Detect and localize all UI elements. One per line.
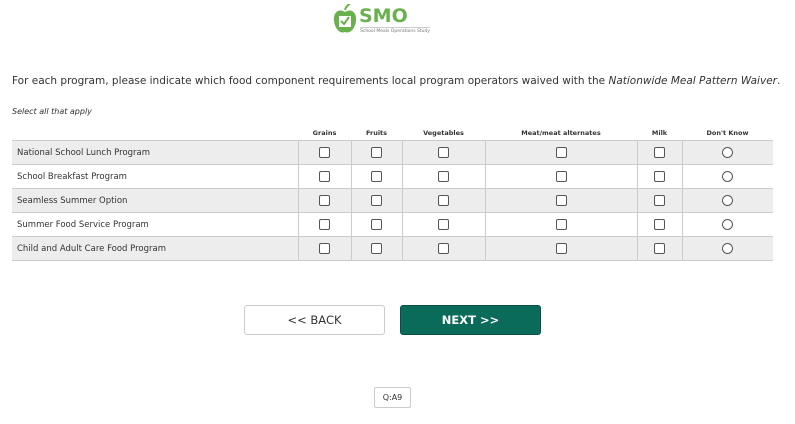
row-label: School Breakfast Program <box>12 164 298 189</box>
checkbox-milk[interactable] <box>654 195 665 206</box>
checkbox-vegetables[interactable] <box>438 147 449 158</box>
checkbox-fruits[interactable] <box>371 147 382 158</box>
instruction: Select all that apply <box>12 107 92 116</box>
row-label: Seamless Summer Option <box>12 188 298 213</box>
checkbox-vegetables[interactable] <box>438 219 449 230</box>
checkbox-fruits[interactable] <box>371 243 382 254</box>
checkbox-milk[interactable] <box>654 243 665 254</box>
col-milk: Milk <box>651 129 668 137</box>
table-row: School Breakfast Program <box>12 164 773 189</box>
checkbox-meat[interactable] <box>555 147 567 158</box>
col-vegetables: Vegetables <box>423 129 464 137</box>
col-dont-know: Don't Know <box>706 129 749 137</box>
table-row: Seamless Summer Option <box>12 188 773 213</box>
checkbox-fruits[interactable] <box>371 195 382 206</box>
apple-check-icon <box>333 4 357 33</box>
checkbox-fruits[interactable] <box>371 219 382 230</box>
checkbox-grains[interactable] <box>319 219 330 230</box>
response-grid: Grains Fruits Vegetables Meat/meat alter… <box>12 126 773 261</box>
checkbox-vegetables[interactable] <box>438 195 449 206</box>
table-row: Child and Adult Care Food Program <box>12 236 773 261</box>
question-id-badge: Q:A9 <box>374 387 411 408</box>
checkbox-grains[interactable] <box>319 195 330 206</box>
smo-logo: SMO School Meals Operations Study <box>333 4 443 36</box>
next-button[interactable]: NEXT >> <box>400 305 541 335</box>
checkbox-grains[interactable] <box>319 147 330 158</box>
checkbox-fruits[interactable] <box>371 171 382 182</box>
question-text: For each program, please indicate which … <box>12 75 781 87</box>
radio-dont-know[interactable] <box>722 171 734 182</box>
checkbox-milk[interactable] <box>654 171 665 182</box>
row-label: Summer Food Service Program <box>12 212 298 237</box>
table-row: Summer Food Service Program <box>12 212 773 237</box>
checkbox-meat[interactable] <box>555 195 567 206</box>
radio-dont-know[interactable] <box>722 147 734 158</box>
row-label: National School Lunch Program <box>12 140 298 165</box>
checkbox-meat[interactable] <box>555 171 567 182</box>
checkbox-meat[interactable] <box>555 219 567 230</box>
row-label: Child and Adult Care Food Program <box>12 236 298 261</box>
back-button[interactable]: << BACK <box>244 305 385 335</box>
col-grains: Grains <box>312 129 337 137</box>
radio-dont-know[interactable] <box>722 195 734 206</box>
logo-subtitle: School Meals Operations Study <box>360 27 430 34</box>
col-fruits: Fruits <box>365 129 388 137</box>
checkbox-milk[interactable] <box>654 219 665 230</box>
checkbox-vegetables[interactable] <box>438 243 449 254</box>
checkbox-grains[interactable] <box>319 171 330 182</box>
table-row: National School Lunch Program <box>12 140 773 165</box>
radio-dont-know[interactable] <box>722 243 734 254</box>
checkbox-vegetables[interactable] <box>438 171 449 182</box>
checkbox-meat[interactable] <box>555 243 567 254</box>
checkbox-milk[interactable] <box>654 147 665 158</box>
checkbox-grains[interactable] <box>319 243 330 254</box>
radio-dont-know[interactable] <box>722 219 734 230</box>
logo-title: SMO <box>359 5 408 27</box>
col-meat: Meat/meat alternates <box>521 129 601 137</box>
